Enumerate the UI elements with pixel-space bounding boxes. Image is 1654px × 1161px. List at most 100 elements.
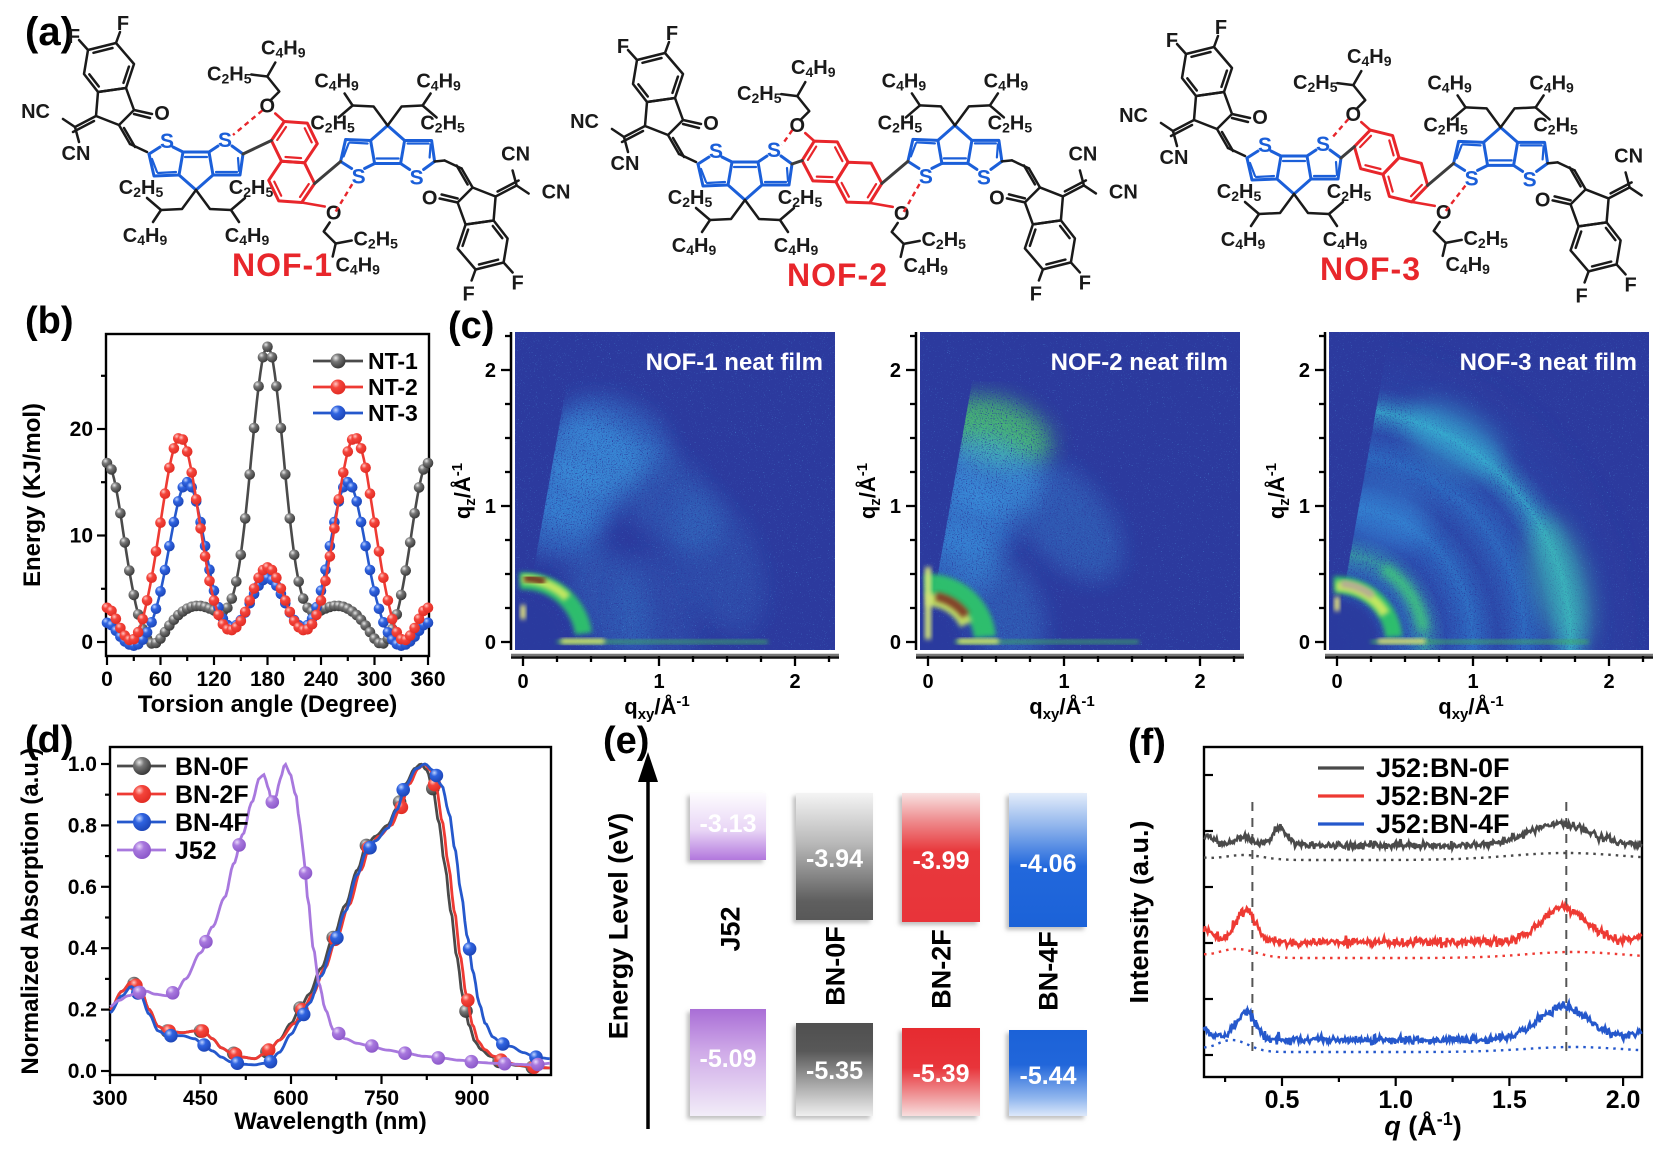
svg-text:S: S bbox=[1465, 167, 1479, 190]
svg-text:1: 1 bbox=[485, 496, 496, 518]
svg-text:CN: CN bbox=[1614, 145, 1643, 167]
svg-text:J52:BN-4F: J52:BN-4F bbox=[1376, 809, 1510, 839]
svg-text:0: 0 bbox=[1299, 632, 1310, 654]
svg-text:NOF-3 neat film: NOF-3 neat film bbox=[1460, 349, 1637, 376]
svg-text:q (Å-1): q (Å-1) bbox=[1384, 1109, 1462, 1141]
svg-text:NOF-1 neat film: NOF-1 neat film bbox=[646, 349, 823, 376]
svg-text:C4H9: C4H9 bbox=[1427, 72, 1472, 95]
svg-text:qxy/Å-1: qxy/Å-1 bbox=[1438, 693, 1503, 723]
svg-text:C2H5: C2H5 bbox=[668, 187, 713, 210]
svg-text:O: O bbox=[703, 113, 719, 135]
svg-text:0: 0 bbox=[517, 671, 528, 693]
svg-text:F: F bbox=[1624, 274, 1636, 296]
svg-text:F: F bbox=[117, 13, 129, 35]
svg-text:CN: CN bbox=[1068, 143, 1097, 165]
svg-text:C4H9: C4H9 bbox=[903, 255, 948, 278]
svg-text:C4H9: C4H9 bbox=[416, 71, 461, 94]
svg-text:1: 1 bbox=[653, 671, 664, 693]
svg-text:C4H9: C4H9 bbox=[261, 38, 306, 61]
svg-text:C2H5: C2H5 bbox=[420, 113, 465, 136]
svg-text:CN: CN bbox=[1109, 181, 1138, 203]
svg-text:F: F bbox=[617, 36, 629, 58]
svg-text:CN: CN bbox=[501, 144, 530, 166]
svg-text:2: 2 bbox=[789, 671, 800, 693]
svg-text:Normalized Absorption (a.u.): Normalized Absorption (a.u.) bbox=[17, 747, 44, 1074]
svg-text:C2H5: C2H5 bbox=[921, 229, 966, 252]
svg-text:750: 750 bbox=[364, 1087, 399, 1110]
svg-text:NOF-3: NOF-3 bbox=[1320, 251, 1421, 287]
svg-text:1.5: 1.5 bbox=[1492, 1086, 1527, 1114]
svg-text:S: S bbox=[218, 129, 232, 152]
svg-text:1.0: 1.0 bbox=[68, 753, 97, 776]
svg-text:NC: NC bbox=[1119, 105, 1148, 127]
svg-text:C4H9: C4H9 bbox=[1221, 229, 1266, 252]
svg-text:0.6: 0.6 bbox=[68, 876, 97, 899]
svg-text:1.0: 1.0 bbox=[1378, 1086, 1413, 1114]
svg-text:C4H9: C4H9 bbox=[774, 235, 819, 258]
svg-text:C2H5: C2H5 bbox=[1293, 72, 1338, 95]
svg-text:BN-0F: BN-0F bbox=[175, 753, 249, 781]
svg-text:600: 600 bbox=[273, 1087, 308, 1110]
svg-text:60: 60 bbox=[149, 668, 172, 691]
svg-text:NOF-1: NOF-1 bbox=[232, 247, 333, 283]
svg-text:S: S bbox=[1316, 133, 1330, 156]
svg-text:J52:BN-0F: J52:BN-0F bbox=[1376, 753, 1510, 783]
svg-text:0: 0 bbox=[1331, 671, 1342, 693]
svg-text:0.8: 0.8 bbox=[68, 814, 98, 837]
svg-text:CN: CN bbox=[542, 182, 571, 204]
svg-text:F: F bbox=[1030, 283, 1042, 305]
svg-text:C2H5: C2H5 bbox=[119, 177, 164, 200]
svg-text:0.2: 0.2 bbox=[68, 999, 97, 1022]
svg-text:S: S bbox=[767, 139, 781, 162]
svg-text:300: 300 bbox=[92, 1087, 127, 1110]
svg-text:360: 360 bbox=[410, 668, 445, 691]
svg-text:0.4: 0.4 bbox=[68, 937, 98, 960]
svg-text:C2H5: C2H5 bbox=[353, 229, 398, 252]
svg-text:C2H5: C2H5 bbox=[207, 64, 252, 87]
svg-text:C4H9: C4H9 bbox=[1529, 72, 1574, 95]
svg-text:900: 900 bbox=[454, 1087, 489, 1110]
svg-text:O: O bbox=[894, 203, 910, 225]
svg-text:CN: CN bbox=[1160, 147, 1189, 169]
svg-text:S: S bbox=[1258, 134, 1272, 157]
svg-text:O: O bbox=[1535, 189, 1551, 211]
svg-text:0: 0 bbox=[890, 632, 901, 654]
svg-text:O: O bbox=[1436, 202, 1452, 224]
svg-text:C2H5: C2H5 bbox=[878, 112, 923, 135]
svg-text:F: F bbox=[666, 23, 678, 45]
svg-text:C4H9: C4H9 bbox=[314, 71, 359, 94]
svg-text:F: F bbox=[68, 26, 80, 48]
svg-text:S: S bbox=[1523, 168, 1537, 191]
svg-text:1: 1 bbox=[1467, 671, 1478, 693]
svg-text:NT-1: NT-1 bbox=[368, 348, 418, 374]
svg-text:10: 10 bbox=[70, 525, 93, 548]
svg-text:NC: NC bbox=[21, 101, 50, 123]
svg-text:S: S bbox=[352, 166, 366, 189]
svg-text:CN: CN bbox=[62, 143, 91, 165]
svg-text:C4H9: C4H9 bbox=[882, 70, 927, 93]
svg-text:C4H9: C4H9 bbox=[1445, 254, 1490, 277]
svg-text:NOF-2 neat film: NOF-2 neat film bbox=[1051, 349, 1228, 376]
svg-text:C4H9: C4H9 bbox=[672, 235, 717, 258]
svg-text:0.5: 0.5 bbox=[1265, 1086, 1300, 1114]
svg-text:C4H9: C4H9 bbox=[225, 225, 270, 248]
svg-text:450: 450 bbox=[183, 1087, 218, 1110]
svg-text:S: S bbox=[977, 166, 991, 189]
svg-text:C4H9: C4H9 bbox=[984, 70, 1029, 93]
svg-text:C2H5: C2H5 bbox=[1327, 181, 1372, 204]
svg-text:F: F bbox=[462, 284, 474, 306]
svg-text:2: 2 bbox=[1299, 360, 1310, 382]
svg-text:1: 1 bbox=[1058, 671, 1069, 693]
svg-text:240: 240 bbox=[303, 668, 338, 691]
svg-text:NC: NC bbox=[570, 111, 599, 133]
svg-text:C2H5: C2H5 bbox=[1217, 181, 1262, 204]
svg-text:C4H9: C4H9 bbox=[791, 57, 836, 80]
svg-text:C2H5: C2H5 bbox=[1533, 114, 1578, 137]
svg-text:C4H9: C4H9 bbox=[1323, 229, 1368, 252]
svg-text:2: 2 bbox=[890, 360, 901, 382]
svg-text:F: F bbox=[1575, 285, 1587, 307]
svg-text:20: 20 bbox=[70, 418, 93, 441]
svg-text:2.0: 2.0 bbox=[1606, 1086, 1641, 1114]
svg-text:120: 120 bbox=[196, 668, 231, 691]
svg-text:F: F bbox=[1215, 17, 1227, 39]
